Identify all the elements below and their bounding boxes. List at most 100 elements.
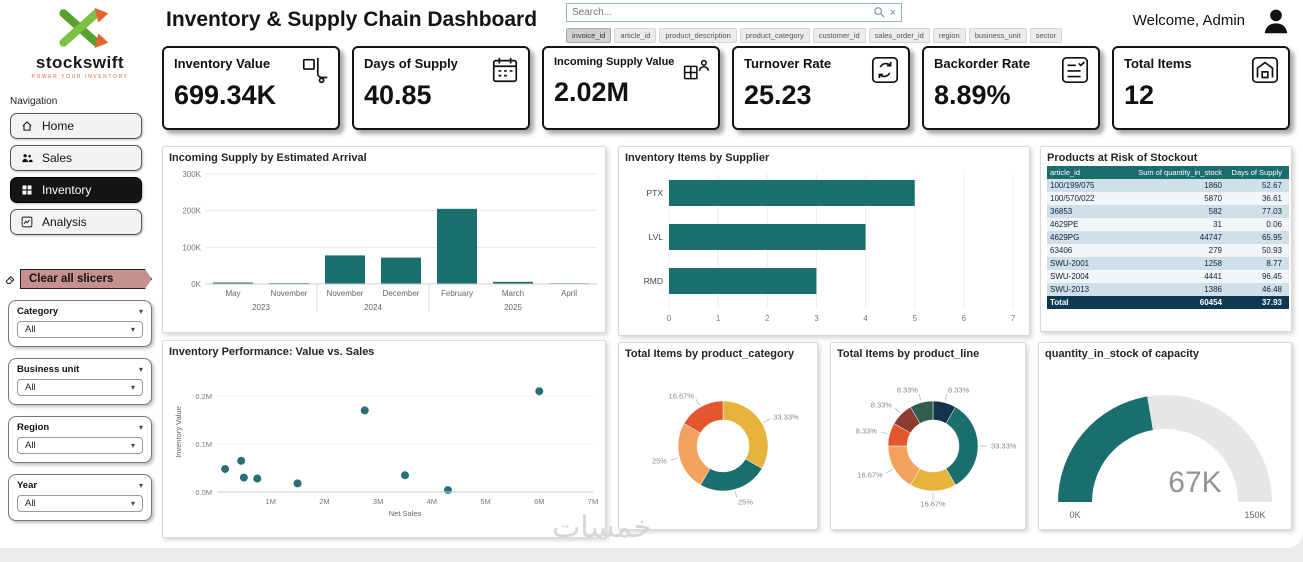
slicer-value: All [25,440,36,451]
field-chip-region[interactable]: region [932,28,966,43]
value-vs-sales-scatter-chart: 0.0M 0.1M 0.2M 1M 2M 3M 4M 5M 6M 7M Net Sales Inven… [169,360,603,541]
nav-item-sales[interactable]: Sales [10,145,142,171]
table-cell: 37.93 [1261,298,1282,307]
svg-text:2024: 2024 [364,303,382,312]
table-header-cell[interactable]: Days of Supply [1231,168,1282,177]
table-cell: SWU-2013 [1050,285,1090,294]
svg-text:April: April [561,289,577,298]
table-row[interactable]: 4629PG 44747 65.95 [1047,231,1289,244]
welcome-text: Welcome, Admin [1132,12,1245,29]
field-chip-sector[interactable]: sector [1029,28,1063,43]
search-icon[interactable] [873,6,886,19]
svg-text:1: 1 [716,314,721,323]
field-chip-customer_id[interactable]: customer_id [812,28,866,43]
field-chip-product_description[interactable]: product_description [659,28,737,43]
incoming-box-icon [682,55,710,88]
chevron-down-icon[interactable]: ▾ [138,307,143,316]
handtruck-icon [300,55,330,90]
table-header-row: article_id Sum of quantity_in_stock Days o… [1047,166,1289,179]
kpi-card-backorder-rate: Backorder Rate 8.89% [922,46,1100,130]
clear-search-icon[interactable]: × [889,6,896,19]
table-header-cell[interactable]: Sum of quantity_in_stock [1138,168,1222,177]
search-box[interactable]: × [566,3,902,22]
chevron-down-icon: ▾ [130,441,135,450]
slicer-header: Business unit ▾ [17,364,143,375]
table-row[interactable]: SWU-2013 1386 46.48 [1047,283,1289,296]
chevron-down-icon[interactable]: ▾ [138,423,143,432]
svg-text:Net Sales: Net Sales [389,509,422,518]
svg-text:0K: 0K [1069,510,1080,520]
svg-text:67K: 67K [1168,466,1221,499]
chevron-down-icon: ▾ [130,325,135,334]
field-chips: invoice_id article_id product_description p… [566,25,1141,43]
chevron-down-icon[interactable]: ▾ [138,365,143,374]
table-header-cell[interactable]: article_id [1050,168,1081,177]
svg-text:5: 5 [912,314,917,323]
kpi-card-total-items: Total Items 12 [1112,46,1290,130]
svg-text:16.67%: 16.67% [857,470,883,479]
field-chip-product_category[interactable]: product_category [739,28,810,43]
svg-text:0.1M: 0.1M [195,440,212,449]
slicer-business-unit: Business unit ▾ All ▾ [8,358,152,405]
user-avatar-icon[interactable] [1261,5,1291,42]
search-input[interactable] [572,7,873,18]
nav-item-label: Analysis [42,215,87,229]
svg-text:33.33%: 33.33% [991,441,1017,450]
table-row[interactable]: 100/570/022 5870 36.61 [1047,192,1289,205]
table-cell: 1860 [1204,181,1222,190]
nav-item-label: Sales [42,151,73,165]
clear-slicers-button[interactable]: Clear all slicers [20,269,152,289]
table-cell: 1386 [1204,285,1222,294]
kpi-label: Days of Supply [364,56,458,71]
nav-item-home[interactable]: Home [10,113,142,139]
svg-text:6M: 6M [534,497,544,506]
kpi-label: Total Items [1124,56,1192,71]
table-cell: 31 [1213,220,1222,229]
table-row[interactable]: 100/199/075 1860 52.67 [1047,179,1289,192]
table-cell: 60454 [1199,298,1222,307]
table-row[interactable]: 4629PE 31 0.06 [1047,218,1289,231]
svg-text:100K: 100K [182,243,201,252]
sidebar: stockswift POWER YOUR INVENTORY Navigati… [0,0,160,548]
slicer-label: Region [17,422,50,433]
slicer-dropdown[interactable]: All ▾ [17,321,143,338]
watermark: خمسات [552,511,653,544]
table-cell: 52.67 [1261,181,1282,190]
slicer-label: Business unit [17,364,80,375]
kpi-card-inventory-value: Inventory Value 699.34K [162,46,340,130]
field-chip-business_unit[interactable]: business_unit [968,28,1027,43]
slicer-dropdown[interactable]: All ▾ [17,437,143,454]
svg-text:December: December [383,289,420,298]
svg-text:0: 0 [667,314,672,323]
svg-text:4M: 4M [427,497,437,506]
table-cell: 77.03 [1261,207,1282,216]
kpi-value: 12 [1124,80,1155,110]
chevron-down-icon[interactable]: ▾ [138,481,143,490]
chart-title: quantity_in_stock of capacity [1045,348,1200,360]
table-cell: 100/570/022 [1050,194,1095,203]
field-chip-article_id[interactable]: article_id [614,28,657,43]
slicer-dropdown[interactable]: All ▾ [17,495,143,512]
field-chip-sales_order_id[interactable]: sales_order_id [868,28,930,43]
svg-text:Inventory Value: Inventory Value [174,406,183,458]
chevron-down-icon: ▾ [130,499,135,508]
items-by-category-donut-chart: 33.33% 25% 25% 16.67% [625,362,815,529]
panel-incoming-supply: Incoming Supply by Estimated Arrival 0K 1… [162,146,606,333]
table-row[interactable]: SWU-2001 1258 8.77 [1047,257,1289,270]
kpi-card-days-of-supply: Days of Supply 40.85 [352,46,530,130]
kpi-value: 2.02M [554,77,630,107]
table-cell: 46.48 [1261,285,1282,294]
nav-item-inventory[interactable]: Inventory [10,177,142,203]
svg-text:0K: 0K [191,280,201,289]
nav-item-analysis[interactable]: Analysis [10,209,142,235]
brand-logo: stockswift POWER YOUR INVENTORY [0,0,160,80]
field-chip-invoice_id[interactable]: invoice_id [566,28,612,43]
table-row[interactable]: 36853 582 77.03 [1047,205,1289,218]
svg-text:2025: 2025 [504,303,522,312]
items-by-product-line-donut-chart: 8.33% 33.33% 16.67% 16.67% 8.33% 8.33% 8.33% [837,362,1023,529]
table-row[interactable]: SWU-2004 4441 96.45 [1047,270,1289,283]
svg-text:RMD: RMD [644,276,663,286]
table-cell: 50.93 [1261,246,1282,255]
table-row[interactable]: 63406 279 50.93 [1047,244,1289,257]
slicer-dropdown[interactable]: All ▾ [17,379,143,396]
